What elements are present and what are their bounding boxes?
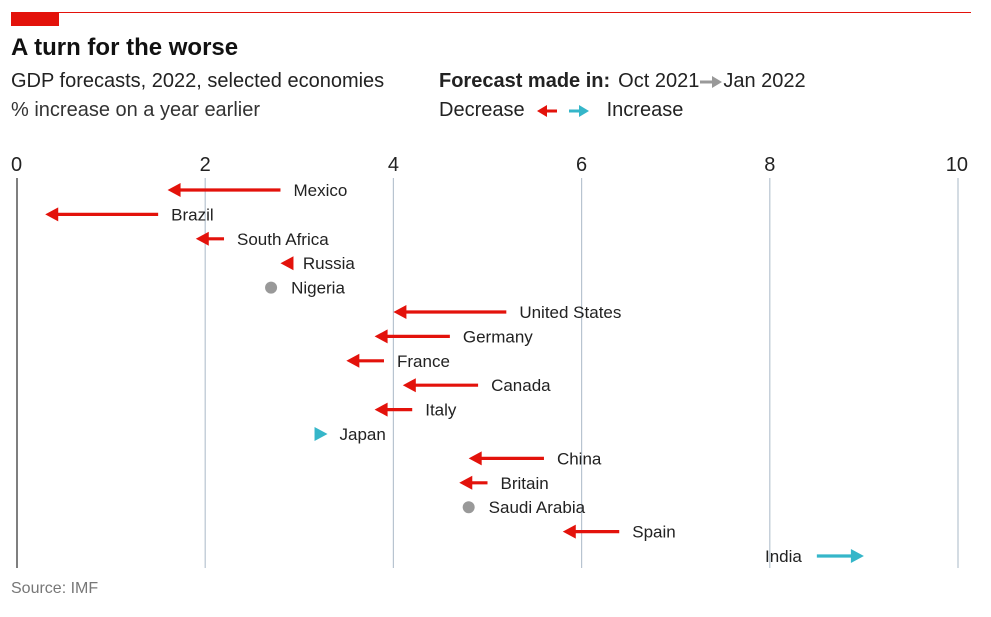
legend-forecast-dates: Forecast made in: Oct 2021 Jan 2022 — [439, 70, 806, 93]
x-tick-label-2: 2 — [200, 154, 211, 176]
marker-saudi-arabia — [462, 501, 475, 514]
source-note: Source: IMF — [11, 580, 99, 597]
arrow-head-united-states — [393, 305, 407, 319]
top-rule — [11, 12, 971, 13]
row-label-spain: Spain — [632, 523, 675, 542]
marker-nigeria — [265, 281, 278, 294]
x-tick-label-4: 4 — [388, 154, 399, 176]
row-label-france: France — [397, 352, 450, 371]
row-label-japan: Japan — [340, 425, 386, 444]
arrow-head-mexico — [167, 183, 181, 197]
x-tick-label-10: 10 — [946, 154, 968, 176]
row-label-saudi-arabia: Saudi Arabia — [489, 498, 586, 517]
arrow-head-india — [850, 549, 864, 563]
row-label-mexico: Mexico — [293, 181, 347, 200]
row-label-canada: Canada — [491, 376, 551, 395]
arrow-head-germany — [374, 329, 388, 344]
row-label-italy: Italy — [425, 401, 457, 420]
brand-tag — [11, 12, 59, 26]
chart-subtitle: GDP forecasts, 2022, selected economies — [11, 70, 385, 92]
legend-decrease-arrow-icon — [536, 104, 557, 117]
row-label-britain: Britain — [501, 474, 549, 493]
legend-from-label: Oct 2021 — [618, 70, 700, 92]
arrow-head-russia — [280, 256, 294, 271]
row-label-russia: Russia — [303, 254, 356, 273]
arrow-head-china — [468, 451, 482, 466]
chart-units: % increase on a year earlier — [11, 99, 261, 121]
chart-title: A turn for the worse — [11, 34, 239, 61]
x-tick-label-6: 6 — [576, 154, 587, 176]
x-tick-label-8: 8 — [764, 154, 775, 176]
legend-made-in-label: Forecast made in: — [439, 70, 611, 92]
row-label-south-africa: South Africa — [237, 230, 329, 249]
row-label-nigeria: Nigeria — [291, 279, 345, 298]
arrow-head-france — [346, 353, 360, 368]
legend-increase-label: Increase — [606, 99, 684, 121]
arrow-head-south-africa — [195, 231, 209, 246]
legend-grey-arrow-icon — [700, 75, 723, 88]
legend-to-label: Jan 2022 — [723, 70, 806, 92]
row-label-india: India — [765, 547, 802, 566]
x-tick-label-0: 0 — [11, 154, 22, 176]
arrow-head-brazil — [45, 207, 59, 222]
legend-increase-arrow-icon — [568, 104, 589, 117]
arrow-head-italy — [374, 402, 388, 417]
row-label-germany: Germany — [463, 327, 533, 346]
legend-decrease-label: Decrease — [439, 99, 525, 121]
row-label-china: China — [557, 449, 602, 468]
arrow-head-canada — [402, 378, 416, 393]
arrow-head-britain — [459, 475, 473, 490]
arrow-head-japan — [314, 427, 328, 441]
row-label-brazil: Brazil — [171, 205, 214, 224]
row-label-united-states: United States — [519, 303, 621, 322]
arrow-head-spain — [562, 524, 576, 539]
legend-direction: Decrease Increase — [439, 99, 683, 122]
